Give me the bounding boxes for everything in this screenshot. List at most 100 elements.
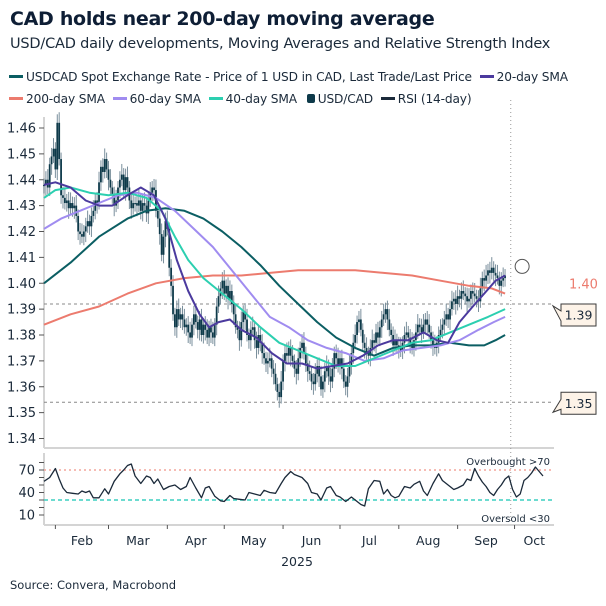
ohlc-body: [225, 285, 228, 294]
ohlc-body: [350, 353, 353, 367]
ohlc-body: [90, 215, 93, 227]
ohlc-body: [107, 169, 110, 180]
ohlc-body: [92, 210, 95, 216]
legend-label: USD/CAD: [317, 92, 374, 106]
ohlc-body: [194, 314, 197, 323]
legend-item-sma60: 60-day SMA: [112, 88, 201, 110]
ohlc-body: [215, 306, 218, 325]
ohlc-body: [174, 314, 176, 328]
ohlc-body: [272, 368, 275, 374]
ohlc-body: [79, 231, 81, 235]
ohlc-body: [230, 291, 233, 304]
ohlc-body: [191, 324, 193, 338]
ohlc-body: [172, 285, 174, 315]
legend-label: 60-day SMA: [129, 92, 201, 106]
ohlc-body: [274, 373, 277, 385]
ohlc-body: [217, 296, 220, 307]
legend-item-sma20: 20-day SMA: [479, 66, 568, 88]
ohlc-body: [416, 324, 419, 333]
legend-swatch-sma40: [208, 97, 223, 100]
ohlc-body: [113, 195, 116, 206]
callout-box: 1.35: [551, 391, 597, 415]
ohlc-body: [354, 335, 357, 343]
callout-box: 1.39: [551, 303, 597, 327]
ohlc-body: [386, 309, 389, 320]
ohlc-body: [348, 366, 351, 377]
ohlc-body: [464, 293, 467, 297]
ohlc-body: [255, 340, 258, 348]
ohlc-body: [280, 381, 283, 398]
ohlc-body: [73, 205, 76, 209]
ohlc-body: [60, 159, 62, 196]
price-y-tick-label: 1.44: [7, 173, 36, 188]
ohlc-body: [229, 291, 231, 299]
ohlc-body: [310, 373, 313, 382]
ohlc-body: [198, 319, 201, 330]
ohlc-body: [359, 319, 362, 330]
price-y-tick-label: 1.37: [7, 354, 36, 369]
ohlc-body: [466, 296, 469, 302]
ohlc-body: [100, 166, 102, 183]
ohlc-body: [373, 340, 376, 343]
legend-item-sma200: 200-day SMA: [9, 88, 105, 110]
callout-label: 1.39: [565, 307, 593, 322]
callout-label: 1.35: [565, 396, 593, 411]
ohlc-body: [244, 311, 247, 320]
ohlc-body: [369, 347, 372, 356]
ohlc-body: [168, 228, 171, 268]
legend-label: 20-day SMA: [496, 70, 568, 84]
ohlc-body: [189, 332, 191, 338]
ohlc-body: [475, 296, 478, 299]
ohlc-body: [86, 221, 89, 227]
ohlc-body: [246, 319, 248, 335]
ohlc-body: [496, 275, 499, 279]
price-y-tick-label: 1.36: [7, 380, 36, 395]
ohlc-body: [377, 332, 379, 338]
ohlc-body: [139, 200, 142, 211]
ohlc-body: [299, 347, 302, 359]
ohlc-body: [403, 335, 406, 343]
ohlc-body: [134, 203, 136, 205]
ohlc-body: [213, 324, 216, 338]
ohlc-body: [183, 319, 186, 328]
price-y-tick-label: 1.40: [7, 277, 36, 292]
ohlc-body: [483, 278, 486, 281]
ohlc-body: [242, 311, 245, 323]
ohlc-body: [200, 319, 203, 335]
ohlc-body: [441, 324, 444, 330]
sma200-value-label: 1.40: [569, 277, 598, 292]
ohlc-body: [236, 327, 239, 330]
ohlc-body: [136, 203, 138, 206]
price-y-tick-label: 1.35: [7, 406, 36, 421]
ohlc-body: [270, 358, 273, 369]
x-month-label: Aug: [416, 533, 440, 548]
ohlc-body: [132, 203, 135, 209]
ohlc-body: [122, 174, 125, 191]
price-panel: 1.34 1.35 1.36 1.37 1.38 1.39 1.40 1.41 1.42 1.43…: [7, 100, 598, 525]
ohlc-body: [312, 381, 315, 385]
ohlc-body: [54, 148, 57, 170]
x-month-label: Sep: [474, 533, 498, 548]
ohlc-body: [468, 298, 470, 302]
price-y-tick-label: 1.45: [7, 147, 36, 162]
ohlc-body: [204, 324, 207, 330]
ohlc-body: [303, 342, 305, 354]
ohlc-body: [322, 381, 324, 390]
ohlc-body: [44, 179, 47, 185]
chart-subtitle: USD/CAD daily developments, Moving Avera…: [10, 36, 551, 52]
ohlc-body: [492, 267, 495, 273]
ohlc-body: [297, 358, 300, 374]
ohlc-body: [304, 353, 307, 364]
chart-title: CAD holds near 200-day moving average: [10, 8, 435, 30]
legend-item-usdcad: USD/CAD: [305, 88, 373, 110]
callout-shape: [551, 303, 597, 327]
legend-swatch-rsi: [380, 97, 395, 100]
ohlc-body: [500, 280, 503, 286]
ohlc-body: [196, 322, 199, 330]
price-y-tick-label: 1.38: [7, 329, 36, 344]
ohlc-body: [365, 347, 368, 354]
ohlc-body: [101, 166, 104, 172]
ohlc-body: [160, 234, 163, 255]
ohlc-body: [445, 314, 448, 320]
legend-swatch-sma60: [112, 97, 127, 100]
